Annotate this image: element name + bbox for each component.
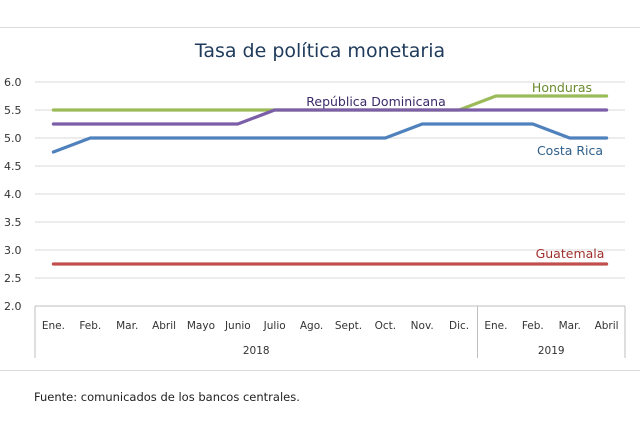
bottom-divider — [0, 370, 640, 371]
x-tick-label: Mar. — [559, 320, 581, 332]
source-note: Fuente: comunicados de los bancos centra… — [34, 390, 300, 404]
x-tick-label: Julio — [263, 320, 286, 332]
line-chart: 2.0 2.5 3.0 3.5 4.0 4.5 5.0 5.5 6.0 Ene. Feb. Mar.… — [4, 76, 626, 358]
gridlines — [35, 81, 625, 307]
x-tick-label: Nov. — [411, 320, 434, 332]
series-line-costa-rica — [51, 122, 609, 154]
x-tick-label: Abril — [595, 320, 619, 332]
y-tick-label: 6.0 — [4, 76, 22, 89]
x-tick-label: Ago. — [300, 320, 323, 332]
y-tick-label: 5.0 — [4, 132, 22, 145]
y-tick-label: 2.0 — [4, 300, 22, 313]
x-tick-label: Mar. — [116, 320, 138, 332]
x-tick-label: Dic. — [449, 320, 469, 332]
y-tick-label: 2.5 — [4, 272, 22, 285]
series-label-honduras: Honduras — [532, 80, 592, 95]
series-label-republica-dominicana: República Dominicana — [306, 94, 446, 109]
y-tick-label: 4.5 — [4, 160, 22, 173]
x-tick-label: Abril — [152, 320, 176, 332]
x-tick-label: Mayo — [187, 320, 215, 332]
year-label: 2018 — [243, 345, 270, 357]
y-tick-label: 3.0 — [4, 244, 22, 257]
year-label: 2019 — [538, 345, 565, 357]
y-tick-label: 4.0 — [4, 188, 22, 201]
x-axis: Ene. Feb. Mar. Abril Mayo Junio Julio Ago. Sept.… — [34, 305, 626, 358]
x-tick-label: Ene. — [484, 320, 507, 332]
x-tick-label: Ene. — [42, 320, 65, 332]
y-axis: 2.0 2.5 3.0 3.5 4.0 4.5 5.0 5.5 6.0 — [4, 76, 22, 313]
series-label-guatemala: Guatemala — [536, 246, 605, 261]
x-tick-label: Feb. — [522, 320, 544, 332]
x-tick-label: Junio — [224, 320, 251, 332]
chart-title: Tasa de política monetaria — [194, 40, 446, 62]
x-tick-label: Feb. — [79, 320, 101, 332]
series-lines — [51, 94, 609, 266]
x-tick-label: Sept. — [335, 320, 362, 332]
x-tick-label: Oct. — [375, 320, 397, 332]
top-divider — [0, 27, 640, 28]
y-tick-label: 5.5 — [4, 104, 22, 117]
series-label-costa-rica: Costa Rica — [537, 143, 603, 158]
series-labels: Honduras República Dominicana Costa Rica Gu… — [306, 80, 604, 261]
y-tick-label: 3.5 — [4, 216, 22, 229]
series-line-republica-dominicana — [51, 108, 609, 126]
